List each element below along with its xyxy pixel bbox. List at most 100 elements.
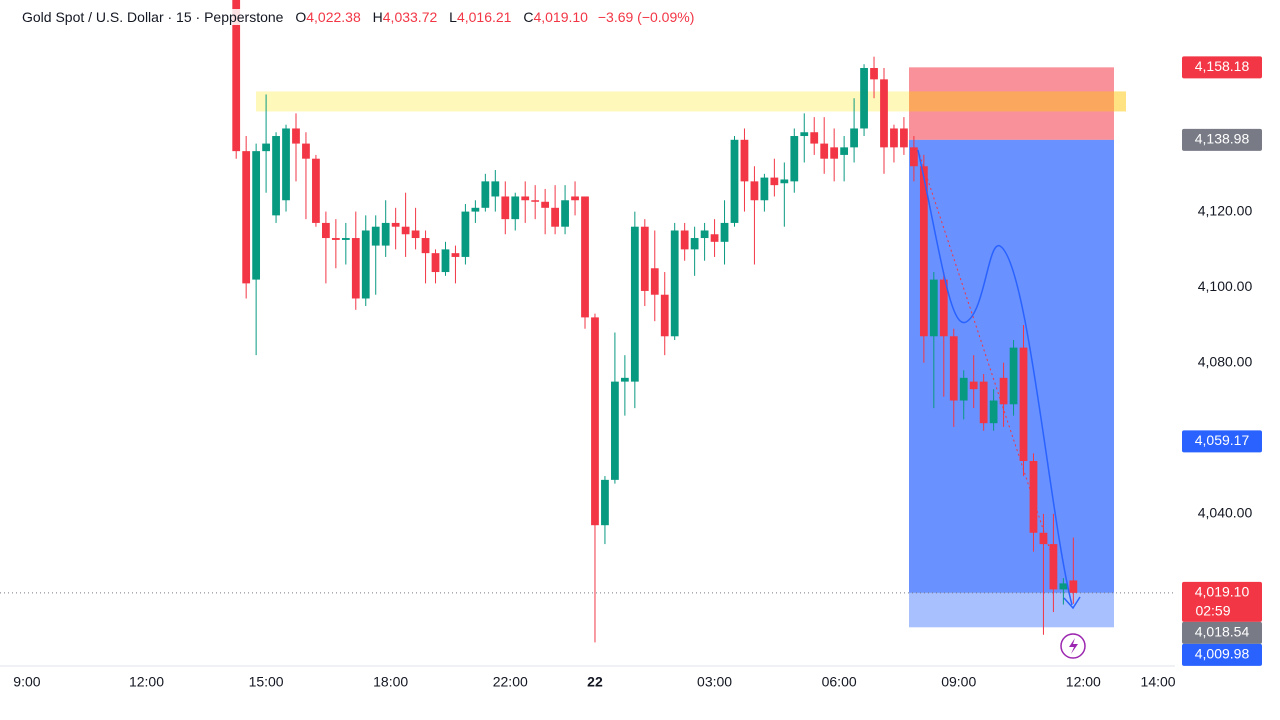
candle-body bbox=[431, 253, 440, 273]
candle-body bbox=[910, 147, 918, 167]
candle-body bbox=[581, 196, 589, 318]
candle-body bbox=[451, 253, 460, 257]
candle-body bbox=[601, 479, 609, 526]
candle-body bbox=[620, 377, 629, 382]
price-tag bbox=[1182, 643, 1262, 666]
candle-body bbox=[571, 196, 579, 201]
highlight-overlap bbox=[909, 91, 1126, 112]
x-tick-label: 12:00 bbox=[1066, 674, 1101, 690]
candle-body bbox=[501, 196, 510, 220]
trend-dotted bbox=[917, 149, 1051, 551]
high-label: H bbox=[372, 9, 383, 25]
candle-body bbox=[690, 238, 699, 250]
header: Gold Spot / U.S. Dollar · 15 · Peppersto… bbox=[22, 9, 695, 25]
target-zone bbox=[909, 592, 1114, 628]
projection-arrow bbox=[1063, 596, 1081, 610]
candle-body bbox=[650, 268, 659, 295]
symbol: Gold Spot / U.S. Dollar · 15 · Peppersto… bbox=[22, 9, 284, 25]
candle-body bbox=[1029, 460, 1038, 533]
candle-body bbox=[611, 381, 619, 480]
candle-body bbox=[720, 222, 729, 242]
candle-body bbox=[850, 128, 858, 148]
candle-body bbox=[900, 128, 908, 148]
candle-body bbox=[391, 222, 400, 227]
candle-body bbox=[322, 222, 330, 239]
candle-body bbox=[989, 400, 998, 424]
candle-body bbox=[351, 238, 360, 299]
candle-body bbox=[820, 143, 829, 159]
low-label: L bbox=[449, 9, 457, 25]
candle-body bbox=[939, 279, 948, 337]
candle-body bbox=[959, 377, 968, 401]
candle-body bbox=[331, 238, 340, 240]
price-tag-label: 4,158.18 bbox=[1195, 58, 1250, 74]
y-tick-label: 4,120.00 bbox=[1198, 202, 1253, 218]
candle-body bbox=[541, 201, 550, 208]
candle-body bbox=[830, 147, 839, 159]
projection-curve bbox=[917, 149, 1073, 606]
y-tick-label: 4,040.00 bbox=[1198, 505, 1253, 521]
high-value: 4,033.72 bbox=[382, 9, 438, 25]
candle-body bbox=[810, 132, 819, 144]
candle-body bbox=[312, 158, 320, 223]
open-label: O bbox=[295, 9, 307, 25]
candle-body bbox=[740, 139, 749, 182]
alert-bolt bbox=[1069, 638, 1078, 654]
candle-body bbox=[1019, 347, 1028, 461]
candle-body bbox=[282, 128, 290, 201]
candle-body bbox=[302, 143, 310, 159]
candle-body bbox=[680, 230, 689, 250]
price-tag bbox=[1182, 128, 1262, 151]
candle-body bbox=[670, 230, 679, 337]
candle-body bbox=[272, 136, 280, 216]
y-tick-label: 4,100.00 bbox=[1198, 278, 1253, 294]
candle-body bbox=[979, 381, 988, 424]
candle-body bbox=[700, 230, 709, 239]
close-value: 4,019.10 bbox=[533, 9, 588, 25]
close-label: C bbox=[523, 9, 534, 25]
candle-body bbox=[232, 0, 241, 152]
low-value: 4,016.21 bbox=[456, 9, 512, 25]
x-tick-label: 12:00 bbox=[129, 674, 164, 690]
candle-body bbox=[591, 317, 599, 526]
candle-body bbox=[919, 166, 928, 337]
x-tick-label: 18:00 bbox=[373, 674, 408, 690]
candle-body bbox=[371, 226, 380, 246]
price-tag bbox=[1182, 430, 1262, 453]
candle-body bbox=[531, 200, 540, 202]
price-tag bbox=[1182, 621, 1262, 644]
candle-body bbox=[481, 181, 490, 208]
price-tag bbox=[1182, 56, 1262, 79]
candle-body bbox=[1069, 580, 1078, 593]
x-tick-label: 06:00 bbox=[822, 674, 857, 690]
candle-body bbox=[660, 294, 669, 337]
candle-body bbox=[770, 177, 779, 186]
price-tag-label: 4,018.54 bbox=[1195, 624, 1250, 640]
candle-body bbox=[551, 207, 559, 227]
x-tick-label: 15:00 bbox=[249, 674, 284, 690]
price-tag-label: 4,138.98 bbox=[1195, 131, 1250, 147]
candle-body bbox=[840, 147, 849, 155]
candle-body bbox=[1009, 347, 1018, 405]
plot-area bbox=[0, 0, 1175, 643]
x-tick-label: 9:00 bbox=[13, 674, 40, 690]
candle-body bbox=[242, 151, 251, 284]
candle-body bbox=[521, 196, 530, 201]
candle-body bbox=[929, 279, 938, 337]
candle-body bbox=[760, 177, 769, 201]
candle-body bbox=[860, 68, 868, 129]
candle-body bbox=[1039, 532, 1048, 545]
candle-body bbox=[471, 207, 480, 212]
price-tag bbox=[1182, 581, 1262, 622]
candle-body bbox=[969, 381, 978, 390]
candle-body bbox=[292, 128, 300, 144]
candle-body bbox=[341, 238, 350, 240]
stop-zone bbox=[909, 67, 1114, 140]
countdown: 02:59 bbox=[1195, 603, 1230, 619]
candle-body bbox=[710, 234, 719, 242]
candle-body bbox=[561, 200, 569, 227]
candle-body bbox=[640, 226, 649, 291]
price-tag-label: 4,019.10 bbox=[1195, 584, 1250, 600]
